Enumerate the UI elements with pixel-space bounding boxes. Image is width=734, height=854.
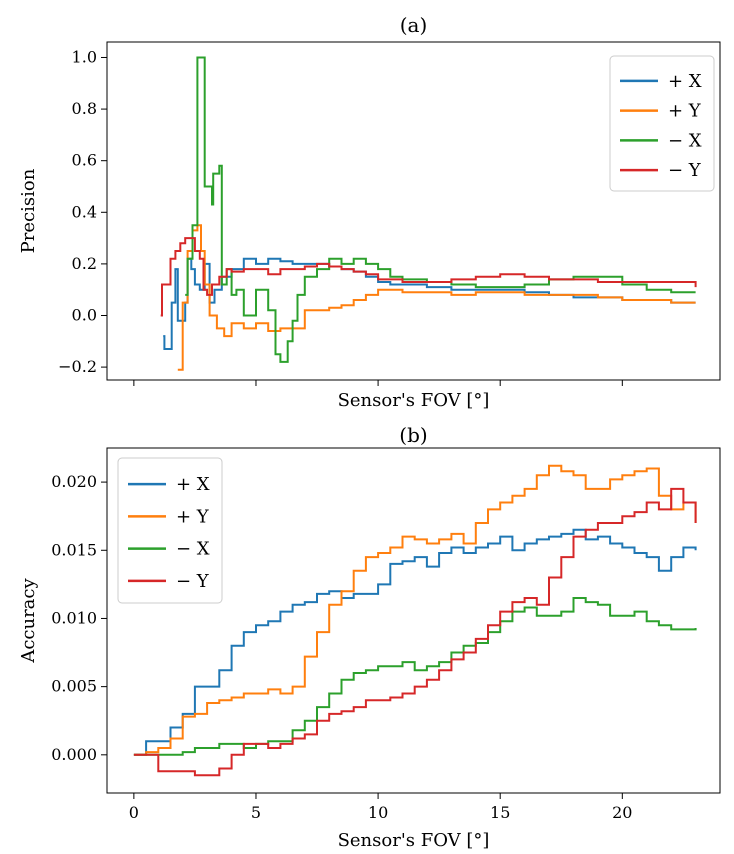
plot-frame [106, 447, 721, 794]
chart-title: (b) [399, 423, 427, 447]
y-tick-label: 0.0 [72, 305, 97, 324]
legend-label: + Y [176, 506, 210, 527]
legend-label: − X [668, 130, 702, 151]
y-tick-label: −0.2 [58, 357, 97, 376]
series-line-3 [133, 597, 697, 756]
y-axis-label: Precision [18, 168, 39, 253]
y-axis-label: Accuracy [18, 578, 39, 664]
y-tick-label: 1.0 [72, 47, 97, 66]
legend: + X + Y − X − Y [609, 55, 715, 192]
y-tick-label: 0.2 [72, 254, 97, 273]
legend-label: + X [176, 474, 210, 495]
chart-title: (a) [400, 13, 428, 37]
legend-label: + X [668, 71, 702, 92]
legend-label: − X [176, 539, 210, 560]
y-tick-label: 0.000 [51, 745, 97, 764]
x-tick-label: 5 [251, 803, 261, 822]
series-line-2 [133, 464, 697, 756]
legend: + X + Y − X − Y [117, 457, 223, 604]
series-line-4 [160, 237, 697, 317]
x-axis-label: Sensor's FOV [°] [338, 390, 490, 411]
plot-frame [106, 41, 721, 381]
series-line-4 [133, 487, 697, 777]
y-tick-label: 0.020 [51, 472, 97, 491]
series-line-2 [177, 224, 696, 371]
series-line-3 [185, 56, 696, 363]
y-tick-label: 0.005 [51, 677, 97, 696]
series-line-1 [133, 528, 697, 756]
y-tick-label: 0.6 [72, 151, 97, 170]
legend-label: + Y [668, 101, 702, 122]
series-group [133, 464, 697, 777]
y-tick-label: 0.8 [72, 99, 97, 118]
legend-box [609, 55, 715, 192]
y-tick-label: 0.010 [51, 608, 97, 627]
legend-label: − Y [176, 571, 210, 592]
x-tick-label: 20 [612, 803, 632, 822]
series-group [160, 56, 697, 371]
x-axis-label: Sensor's FOV [°] [338, 830, 490, 851]
x-tick-label: 0 [129, 803, 139, 822]
legend-label: − Y [668, 160, 702, 181]
y-tick-label: 0.4 [72, 202, 97, 221]
legend-box [117, 457, 223, 604]
y-tick-label: 0.015 [51, 540, 97, 559]
x-tick-label: 15 [490, 803, 510, 822]
chart-panel-1: −0.2 0.0 0.2 0.4 0.6 0.8 1.0 (a) Sensor's FOV [°… [18, 13, 721, 411]
chart-panel-2: 0.000 0.005 0.010 0.015 0.020 0 5 10 15 20 (b) Sens… [18, 423, 721, 851]
x-tick-label: 10 [368, 803, 388, 822]
